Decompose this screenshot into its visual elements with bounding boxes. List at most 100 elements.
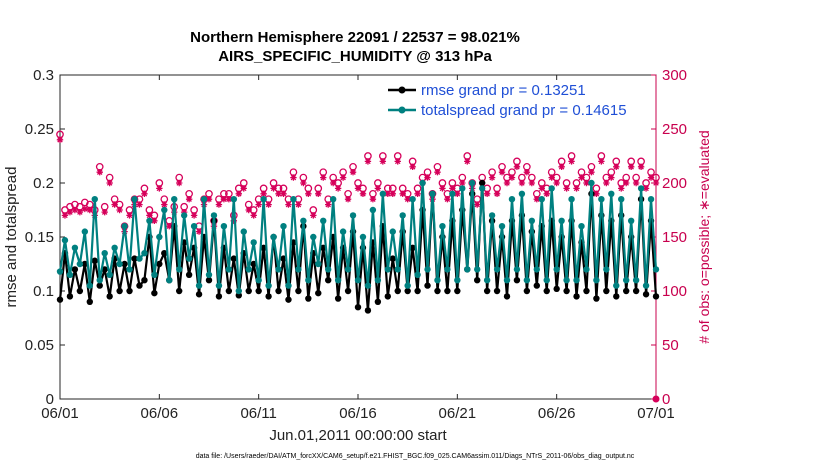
totalspread-point xyxy=(632,277,640,284)
totalspread-point xyxy=(444,266,451,273)
totalspread-point xyxy=(300,217,307,224)
rmse-point xyxy=(76,287,84,295)
y-tick-label-left: 0.3 xyxy=(33,67,54,84)
x-axis-label: Jun.01,2011 00:00:00 start xyxy=(269,427,447,444)
totalspread-point xyxy=(483,277,491,284)
totalspread-point xyxy=(493,266,501,273)
totalspread-point xyxy=(613,282,620,289)
obs-evaluated-point xyxy=(618,185,625,192)
totalspread-point xyxy=(66,271,74,278)
obs-evaluated-point xyxy=(106,179,113,187)
rmse-point xyxy=(176,287,183,295)
obs-evaluated-point xyxy=(394,158,401,165)
rmse-point xyxy=(161,250,168,257)
obs-evaluated-point xyxy=(493,190,501,197)
y-tick-label-left: 0.05 xyxy=(25,337,54,354)
obs-evaluated-point xyxy=(126,212,133,219)
totalspread-point xyxy=(359,233,367,241)
chart-title-line2: AIRS_SPECIFIC_HUMIDITY @ 313 hPa xyxy=(218,48,492,65)
rmse-point xyxy=(230,255,238,262)
totalspread-point xyxy=(205,271,213,278)
obs-evaluated-point xyxy=(518,179,526,187)
totalspread-point xyxy=(588,179,595,187)
rmse-point xyxy=(245,287,252,295)
rmse-point xyxy=(195,291,203,298)
obs-evaluated-point xyxy=(156,185,163,192)
rmse-point xyxy=(86,298,94,305)
totalspread-point xyxy=(409,196,416,203)
rmse-point xyxy=(642,291,650,298)
rmse-point xyxy=(285,296,292,303)
totalspread-point xyxy=(176,266,183,273)
totalspread-point xyxy=(344,266,352,273)
totalspread-point xyxy=(543,277,550,284)
obs-evaluated-point xyxy=(285,201,292,208)
totalspread-point xyxy=(151,271,158,278)
obs-evaluated-point xyxy=(563,185,570,192)
totalspread-point xyxy=(439,223,446,230)
totalspread-point xyxy=(334,277,342,284)
obs-evaluated-point xyxy=(404,196,411,203)
obs-evaluated-point xyxy=(61,212,69,219)
obs-evaluated-point xyxy=(498,169,506,176)
obs-evaluated-point xyxy=(637,163,645,170)
totalspread-point xyxy=(608,190,615,197)
totalspread-point xyxy=(210,212,218,219)
obs-evaluated-point xyxy=(81,205,89,213)
obs-evaluated-point xyxy=(151,217,158,224)
totalspread-point xyxy=(220,223,228,230)
totalspread-point xyxy=(215,282,223,289)
totalspread-point xyxy=(647,196,655,203)
obs-evaluated-point xyxy=(642,185,650,192)
rmse-point xyxy=(106,293,113,300)
obs-evaluated-point xyxy=(464,158,471,165)
obs-evaluated-point xyxy=(374,185,382,192)
obs-evaluated-point xyxy=(56,136,64,143)
totalspread-point xyxy=(146,217,153,224)
obs-evaluated-point xyxy=(339,174,347,181)
rmse-point xyxy=(56,296,64,303)
obs-evaluated-point xyxy=(449,185,456,192)
totalspread-point xyxy=(518,190,526,197)
obs-evaluated-point xyxy=(583,179,590,187)
totalspread-point xyxy=(320,217,327,224)
obs-evaluated-point xyxy=(225,196,233,203)
totalspread-point xyxy=(255,277,262,284)
totalspread-point xyxy=(568,196,575,203)
rmse-point xyxy=(141,277,148,284)
totalspread-point xyxy=(459,185,466,192)
obs-evaluated-point xyxy=(533,196,540,203)
obs-evaluated-point xyxy=(329,179,337,187)
obs-evaluated-point xyxy=(474,201,481,208)
obs-evaluated-point xyxy=(652,179,660,187)
totalspread-point xyxy=(464,266,471,273)
y-tick-label-right: 50 xyxy=(662,337,679,354)
obs-evaluated-point xyxy=(305,190,312,197)
totalspread-point xyxy=(384,266,391,273)
totalspread-point xyxy=(180,212,188,219)
rmse-point xyxy=(91,257,98,264)
totalspread-point xyxy=(538,196,545,203)
rmse-point xyxy=(136,282,143,289)
x-tick-label: 06/11 xyxy=(240,405,276,422)
x-tick-label: 06/21 xyxy=(439,405,477,422)
obs-evaluated-point xyxy=(76,208,84,216)
totalspread-point xyxy=(469,179,476,187)
obs-evaluated-point xyxy=(176,179,183,187)
rmse-point xyxy=(295,287,302,295)
y-axis-label-right: # of obs: o=possible; ∗=evaluated xyxy=(696,130,712,343)
totalspread-point xyxy=(101,250,108,257)
y-tick-label-right: 250 xyxy=(662,121,687,138)
y-tick-label-right: 200 xyxy=(662,175,687,192)
y-tick-labels-right: 0 50 100 150 200 250 300 xyxy=(662,67,687,408)
rmse-point xyxy=(131,255,138,262)
obs-evaluated-point xyxy=(603,179,610,187)
legend-totalspread-marker xyxy=(398,106,406,114)
obs-evaluated-point xyxy=(315,190,322,197)
totalspread-point xyxy=(429,190,436,197)
rmse-point xyxy=(404,287,411,295)
obs-evaluated-point xyxy=(275,190,282,197)
obs-evaluated-point xyxy=(111,201,118,208)
plot-area xyxy=(56,74,660,403)
totalspread-point xyxy=(290,196,297,203)
